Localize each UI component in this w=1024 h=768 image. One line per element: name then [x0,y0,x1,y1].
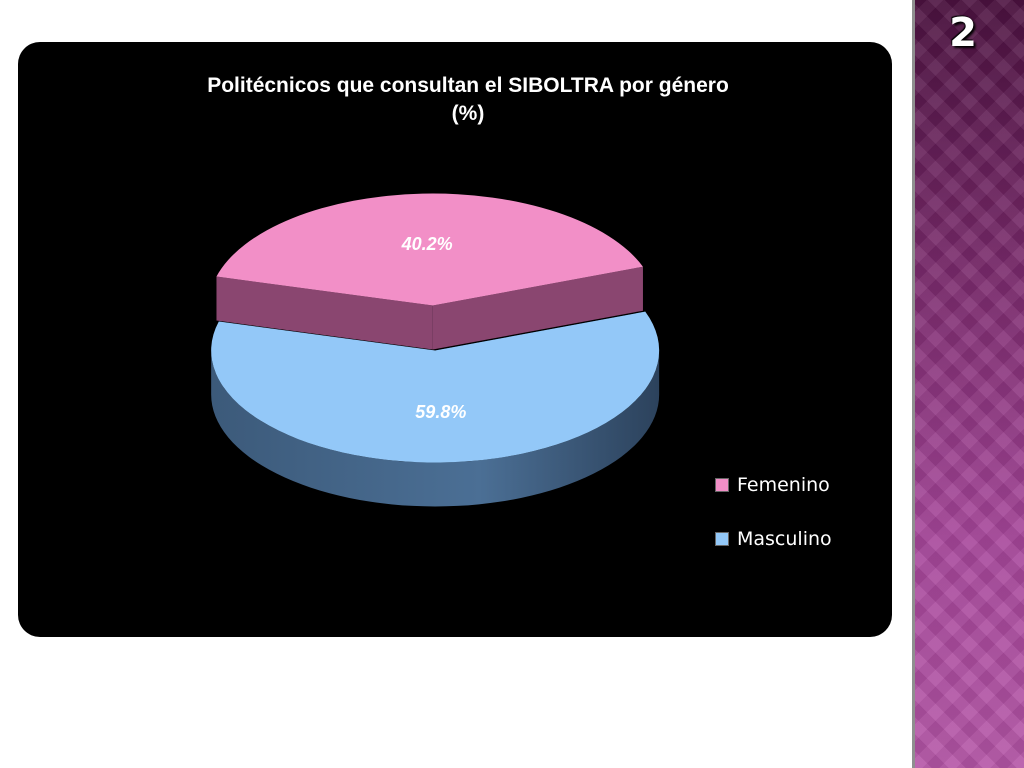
pie-slice-side-1 [211,350,660,507]
pie-slice-femenino [216,193,643,306]
legend-label-femenino: Femenino [737,474,830,496]
pie-slice-masculino [211,311,660,463]
pie-slice-wall-0-1 [432,266,643,350]
chart-panel: Politécnicos que consultan el SIBOLTRA p… [18,42,892,637]
legend-label-masculino: Masculino [737,528,832,550]
chart-title-text: Politécnicos que consultan el SIBOLTRA p… [207,74,729,97]
chart-title: Politécnicos que consultan el SIBOLTRA p… [78,72,858,128]
slide-number: 2 [949,10,977,56]
decorative-side-band [912,0,1024,768]
pie-slice-wall-0-0 [216,276,433,350]
data-label-femenino: 40.2% [401,234,453,254]
legend-swatch-masculino [715,532,729,546]
legend-swatch-femenino [715,478,729,492]
chart-subtitle-text: (%) [451,102,485,125]
pie-chart: 40.2% 59.8% [211,193,660,507]
legend-item-femenino: Femenino [715,474,830,496]
legend-item-masculino: Masculino [715,528,832,550]
data-label-masculino: 59.8% [415,402,466,422]
